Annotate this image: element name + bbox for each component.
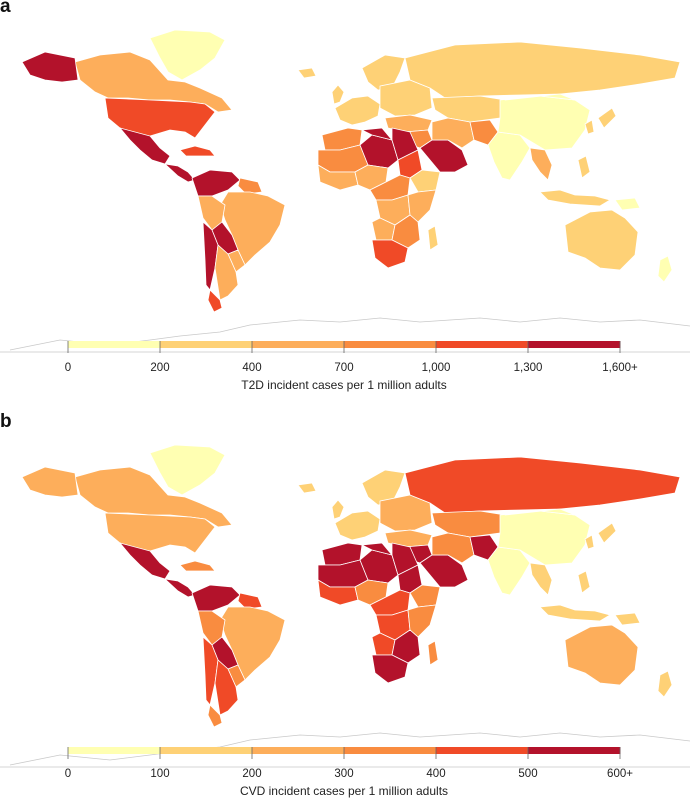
legend-tick-label: 600+ <box>607 768 633 780</box>
legend-color-segment <box>252 341 345 348</box>
legend-tick-label: 700 <box>334 362 353 374</box>
region-india <box>487 546 531 596</box>
legend-color-segment <box>252 747 345 754</box>
region-brazil <box>219 606 286 681</box>
legend-title: CVD incident cases per 1 million adults <box>240 784 448 798</box>
region-south-africa <box>371 239 409 269</box>
legend-tick-label: 0 <box>65 362 71 374</box>
region-ethiopia <box>409 584 441 608</box>
region-greenland <box>149 444 226 496</box>
panel-letter: a <box>0 0 11 17</box>
legend-color-segment <box>344 341 437 348</box>
legend-color-segment <box>528 747 621 754</box>
world-map-t2d: 0 200 400 700 1,000 1,300 1,600+ T2D incident c… <box>0 29 690 392</box>
region-scandinavia <box>361 469 406 506</box>
region-argentina <box>214 659 239 716</box>
region-central-asia <box>431 95 506 123</box>
antarctica-outline <box>0 732 690 768</box>
region-chile <box>202 221 219 291</box>
region-png <box>614 612 641 626</box>
region-iran <box>431 117 475 149</box>
region-india <box>487 131 531 181</box>
legend-color-segment <box>68 747 161 754</box>
region-korea <box>584 534 595 550</box>
region-usa <box>104 512 216 554</box>
legend-color-segment <box>528 341 621 348</box>
legend-color-segment <box>436 747 529 754</box>
region-caribbean <box>179 145 216 157</box>
region-western-europe <box>334 95 381 126</box>
region-new-zealand <box>657 670 673 698</box>
region-usa <box>104 97 216 139</box>
region-brazil <box>219 191 286 266</box>
region-ethiopia <box>409 169 441 193</box>
region-uk <box>331 84 345 105</box>
legend-color-segment <box>344 747 437 754</box>
region-caribbean <box>179 560 216 572</box>
region-philippines <box>577 570 591 594</box>
region-japan <box>597 522 617 544</box>
region-indonesia <box>539 604 611 622</box>
region-mongolia <box>504 93 576 101</box>
panel-b-cvd-map: b 0 100 200 300 400 500 600+ CVD incident cases… <box>0 411 690 800</box>
region-southeast-asia <box>529 147 553 181</box>
region-mongolia <box>504 508 576 516</box>
region-new-zealand <box>657 255 673 283</box>
region-south-africa <box>371 654 409 684</box>
region-central-america <box>164 163 196 183</box>
region-alaska <box>21 466 79 498</box>
legend-tick-label: 0 <box>65 768 71 780</box>
region-russia <box>404 456 681 514</box>
legend-tick-label: 1,300 <box>514 362 543 374</box>
region-russia <box>404 41 681 99</box>
panel-letter: b <box>0 411 12 432</box>
region-central-asia <box>431 510 506 538</box>
region-philippines <box>577 155 591 179</box>
region-chile <box>202 636 219 706</box>
region-argentina <box>214 244 239 301</box>
region-southeast-asia <box>529 562 553 596</box>
region-iceland <box>297 67 317 79</box>
region-central-america <box>164 578 196 598</box>
legend-tick-label: 400 <box>242 362 261 374</box>
legend-color-segment <box>436 341 529 348</box>
region-madagascar <box>427 225 439 251</box>
region-western-europe <box>334 510 381 541</box>
region-png <box>614 197 641 211</box>
panel-a-t2d-map: a 0 200 400 700 1,000 1,300 1,600+ T2D incident… <box>0 0 690 392</box>
region-japan <box>597 107 617 129</box>
legend-title: T2D incident cases per 1 million adults <box>241 378 446 392</box>
region-uk <box>331 499 345 520</box>
legend-tick-label: 500 <box>518 768 537 780</box>
region-australia <box>564 209 639 271</box>
region-scandinavia <box>361 54 406 91</box>
region-greenland <box>149 29 226 81</box>
region-iran <box>431 532 475 564</box>
legend-tick-label: 200 <box>242 768 261 780</box>
legend-tick-label: 300 <box>334 768 353 780</box>
region-iceland <box>297 482 317 494</box>
legend-tick-label: 1,600+ <box>602 362 638 374</box>
legend-color-segment <box>68 341 161 348</box>
region-madagascar <box>427 640 439 666</box>
legend-tick-label: 400 <box>426 768 445 780</box>
legend-tick-label: 100 <box>150 768 169 780</box>
region-korea <box>584 119 595 135</box>
region-patagonia <box>207 289 223 313</box>
legend-tick-label: 1,000 <box>422 362 451 374</box>
region-australia <box>564 624 639 686</box>
legend-color-segment <box>160 341 253 348</box>
region-indonesia <box>539 189 611 207</box>
world-map-cvd: 0 100 200 300 400 500 600+ CVD incident cases p… <box>0 444 690 798</box>
legend-color-segment <box>160 747 253 754</box>
region-guianas <box>237 592 263 610</box>
region-alaska <box>21 51 79 83</box>
region-patagonia <box>207 704 223 728</box>
legend-tick-label: 200 <box>150 362 169 374</box>
